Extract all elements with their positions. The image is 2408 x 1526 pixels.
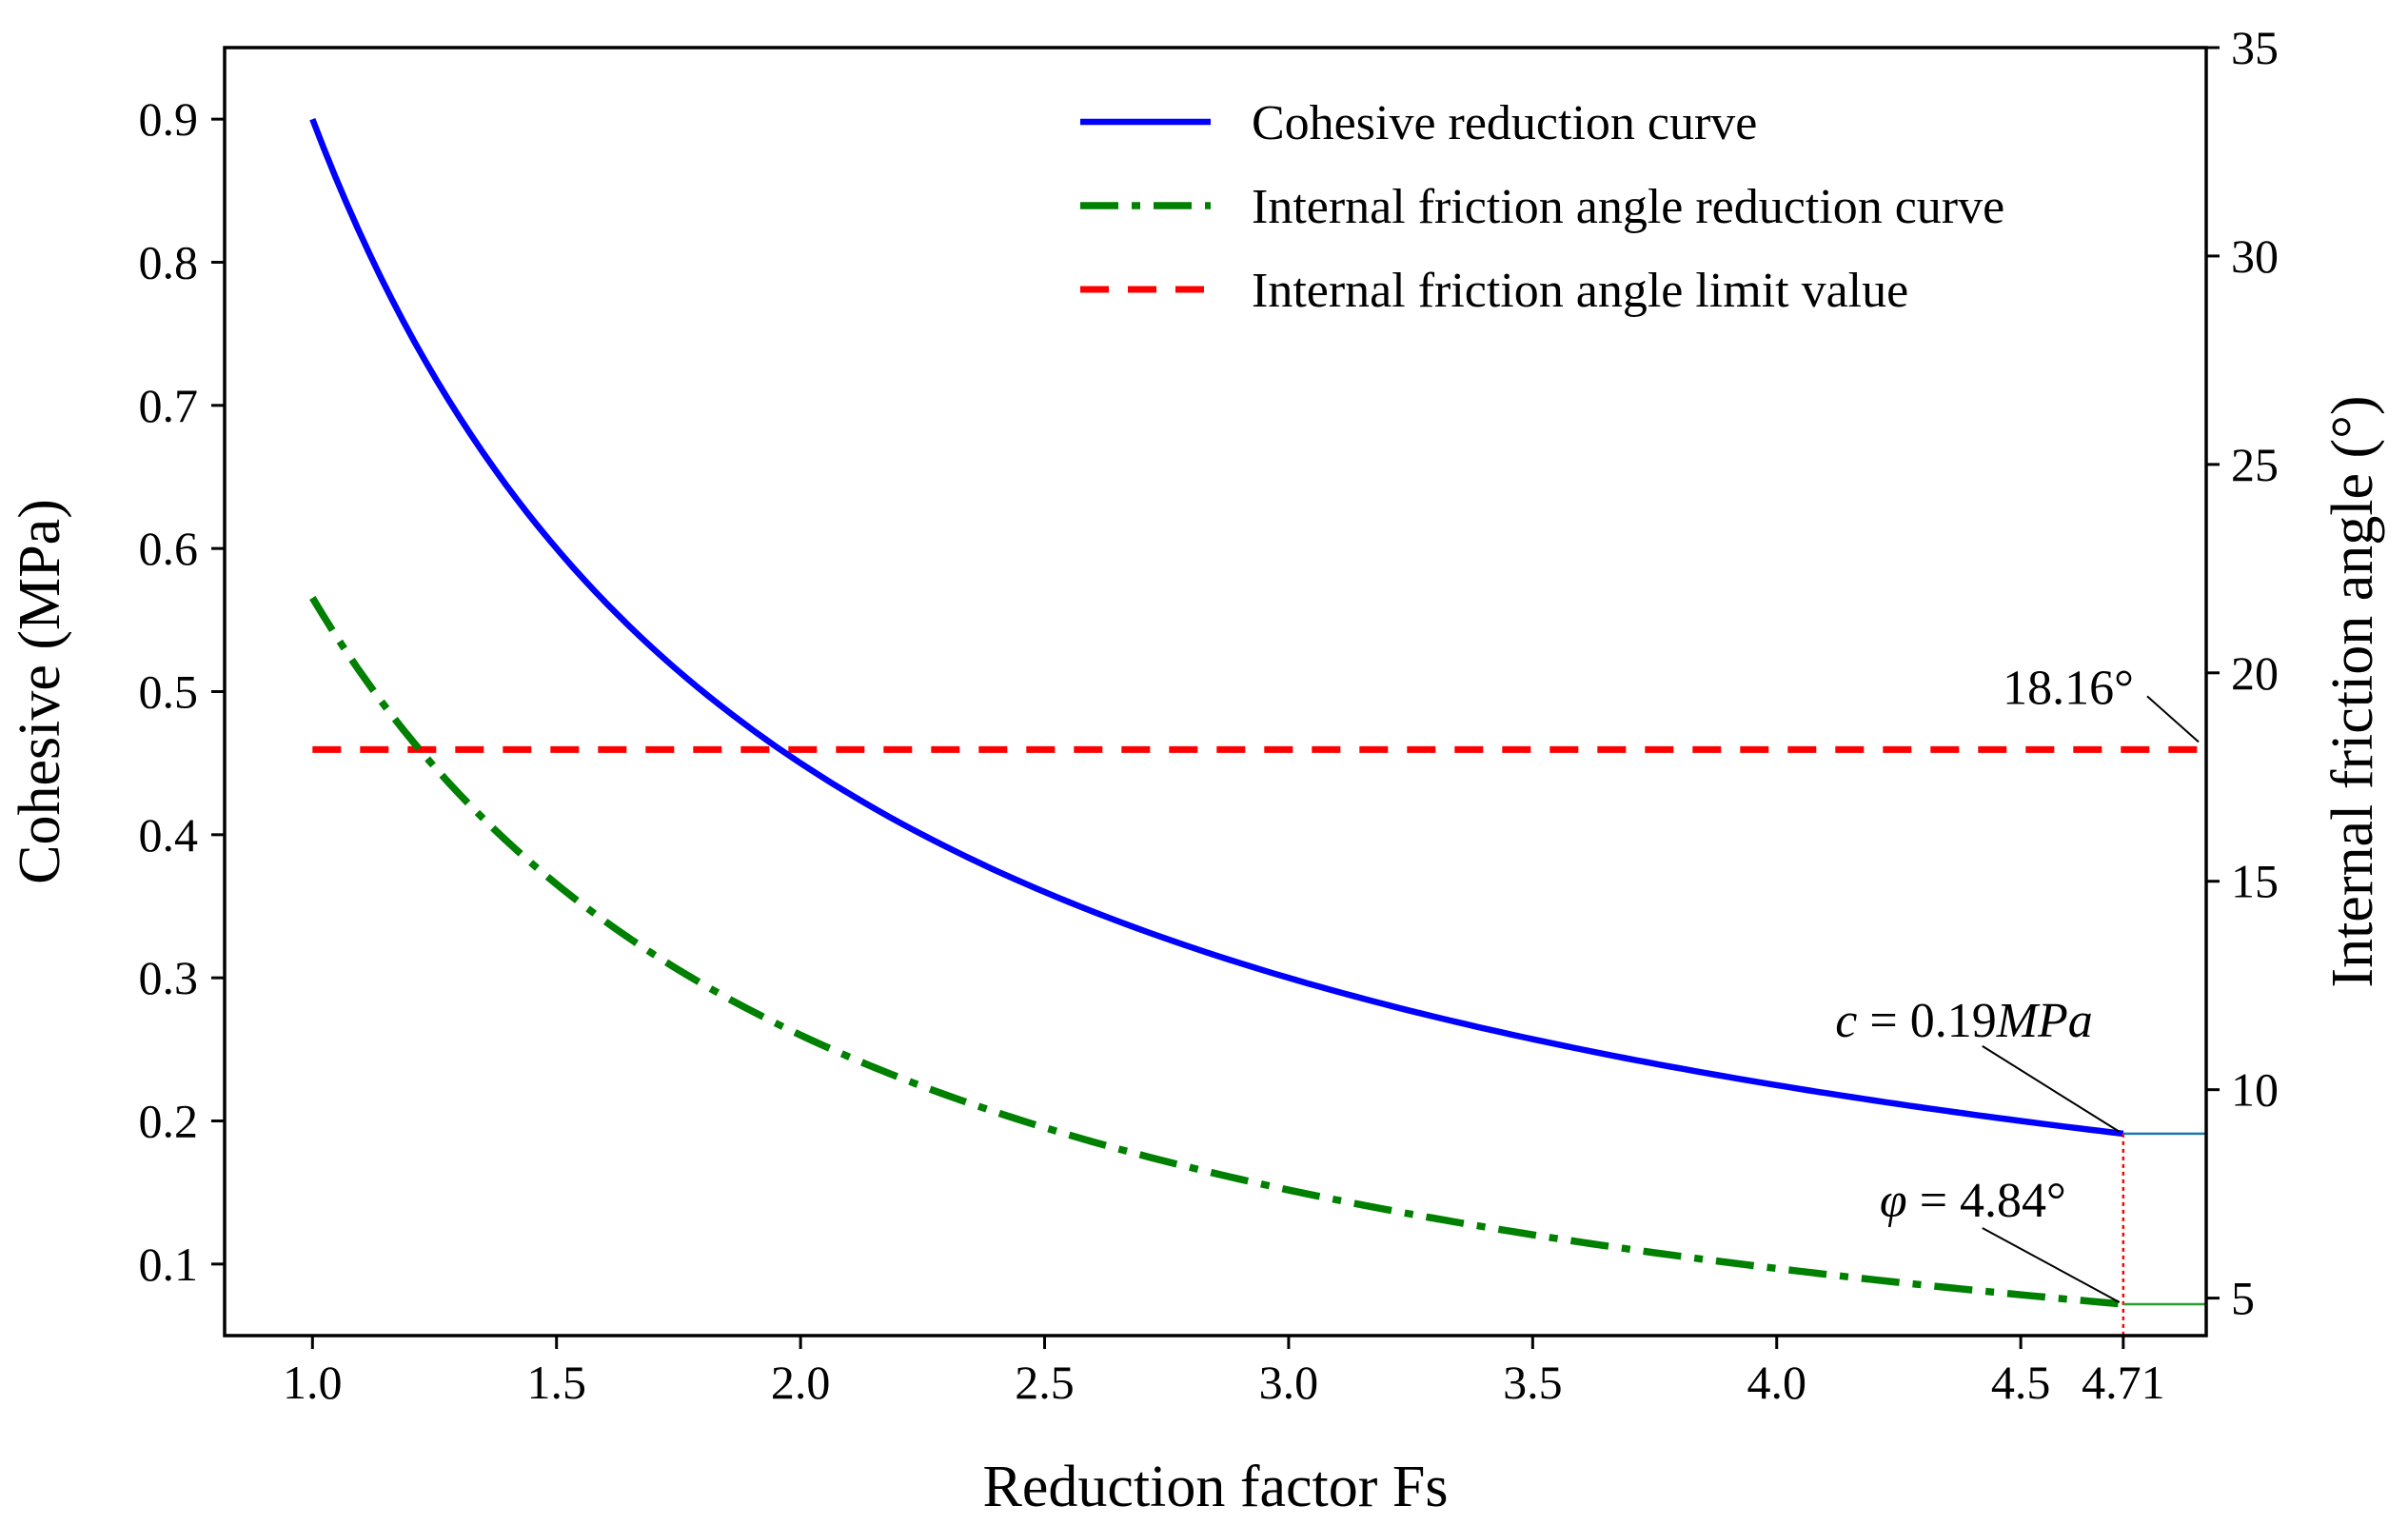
left-y-tick-label-7: 0.8 — [139, 236, 199, 289]
cohesive-annotation-unit: MPa — [1996, 994, 2093, 1048]
left-y-tick-label-4: 0.5 — [139, 665, 199, 719]
left-y-tick-label-8: 0.9 — [139, 92, 199, 146]
x-tick-label-0: 1.0 — [283, 1356, 343, 1409]
legend: Cohesive reduction curve Internal fricti… — [1080, 96, 2004, 318]
x-tick-label-2: 2.0 — [771, 1356, 831, 1409]
x-tick-label-1: 1.5 — [526, 1356, 586, 1409]
x-tick-label-3: 2.5 — [1015, 1356, 1075, 1409]
legend-label-friction: Internal friction angle reduction curve — [1252, 180, 2004, 234]
right-y-tick-label-0: 5 — [2231, 1272, 2255, 1325]
left-y-tick-label-5: 0.6 — [139, 522, 199, 575]
right-y-tick-label-4: 25 — [2231, 438, 2279, 491]
cohesive-annotation-value: = 0.19 — [1857, 994, 1996, 1048]
left-y-tick-label-3: 0.4 — [139, 808, 199, 862]
cohesive-reduction-line — [309, 118, 2124, 1138]
left-y-axis-title: Cohesive (MPa) — [8, 499, 72, 884]
x-tick-label-7: 4.5 — [1991, 1356, 2051, 1409]
x-tick-label-8: 4.71 — [2082, 1356, 2165, 1409]
limit-annotation-leader — [2146, 695, 2200, 743]
left-y-tick-label-0: 0.1 — [139, 1238, 199, 1291]
friction-angle-reduction-line — [309, 596, 2124, 1308]
x-tick-label-6: 4.0 — [1747, 1356, 1806, 1409]
cohesive-annotation-var: c — [1835, 994, 1857, 1048]
x-tick-label-5: 3.5 — [1503, 1356, 1563, 1409]
friction-annotation-leader — [1982, 1227, 2121, 1303]
right-y-tick-label-5: 30 — [2231, 229, 2279, 283]
right-y-tick-label-2: 15 — [2231, 855, 2279, 908]
left-y-ticks: 0.1 0.2 0.3 0.4 0.5 0.6 0.7 0.8 0.9 — [139, 92, 225, 1291]
friction-annotation: φ = 4.84° — [1880, 1174, 2066, 1228]
x-tick-label-4: 3.0 — [1259, 1356, 1319, 1409]
cohesive-annotation-leader — [1982, 1045, 2121, 1133]
friction-annotation-var: φ — [1880, 1174, 1907, 1228]
right-y-tick-label-3: 20 — [2231, 646, 2279, 700]
legend-label-limit: Internal friction angle limit value — [1252, 264, 1908, 318]
plot-frame — [223, 46, 2208, 1338]
friction-annotation-value: = 4.84° — [1907, 1174, 2066, 1228]
cohesive-annotation: c = 0.19MPa — [1835, 994, 2093, 1048]
x-axis-title: Reduction factor Fs — [982, 1455, 1448, 1519]
left-y-tick-label-1: 0.2 — [139, 1095, 199, 1148]
legend-label-cohesive: Cohesive reduction curve — [1252, 96, 1757, 150]
left-y-tick-label-6: 0.7 — [139, 379, 199, 432]
x-ticks: 1.0 1.5 2.0 2.5 3.0 3.5 4.0 4.5 4.71 — [283, 1336, 2165, 1409]
right-y-tick-label-1: 10 — [2231, 1063, 2279, 1117]
left-y-tick-label-2: 0.3 — [139, 951, 199, 1004]
right-y-tick-label-6: 35 — [2231, 21, 2279, 74]
right-y-ticks: 5 10 15 20 25 30 35 — [2206, 21, 2279, 1325]
right-y-axis-title: Internal friction angle (°) — [2320, 395, 2385, 987]
limit-annotation: 18.16° — [2003, 661, 2134, 715]
